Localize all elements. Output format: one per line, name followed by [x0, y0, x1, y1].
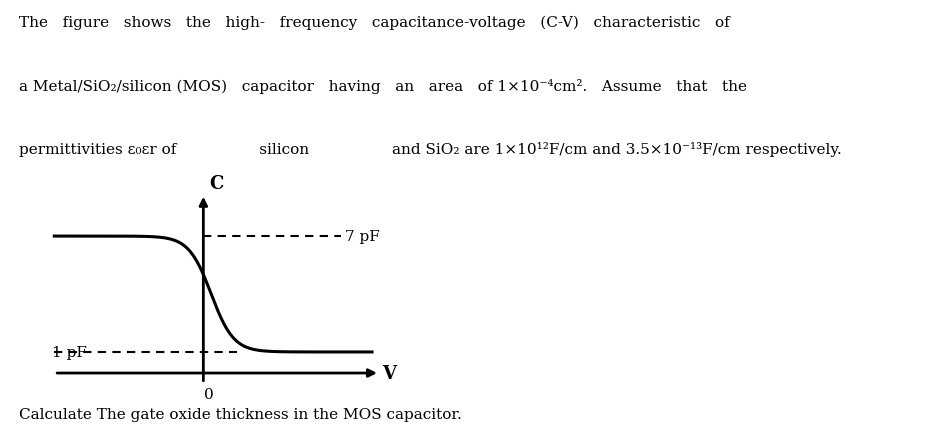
Text: 7 pF: 7 pF: [344, 230, 379, 244]
Text: C: C: [209, 174, 224, 192]
Text: Calculate The gate oxide thickness in the MOS capacitor.: Calculate The gate oxide thickness in th…: [19, 407, 461, 421]
Text: V: V: [381, 364, 395, 382]
Text: a Metal/SiO₂/silicon (MOS)   capacitor   having   an   area   of 1×10⁻⁴cm².   As: a Metal/SiO₂/silicon (MOS) capacitor hav…: [19, 79, 746, 94]
Text: 0: 0: [204, 387, 213, 401]
Text: 1 pF: 1 pF: [52, 345, 87, 359]
Text: permittivities ε₀εr of                 silicon                 and SiO₂ are 1×10: permittivities ε₀εr of silicon and SiO₂ …: [19, 142, 841, 157]
Text: The   figure   shows   the   high-   frequency   capacitance-voltage   (C-V)   c: The figure shows the high- frequency cap…: [19, 16, 728, 30]
